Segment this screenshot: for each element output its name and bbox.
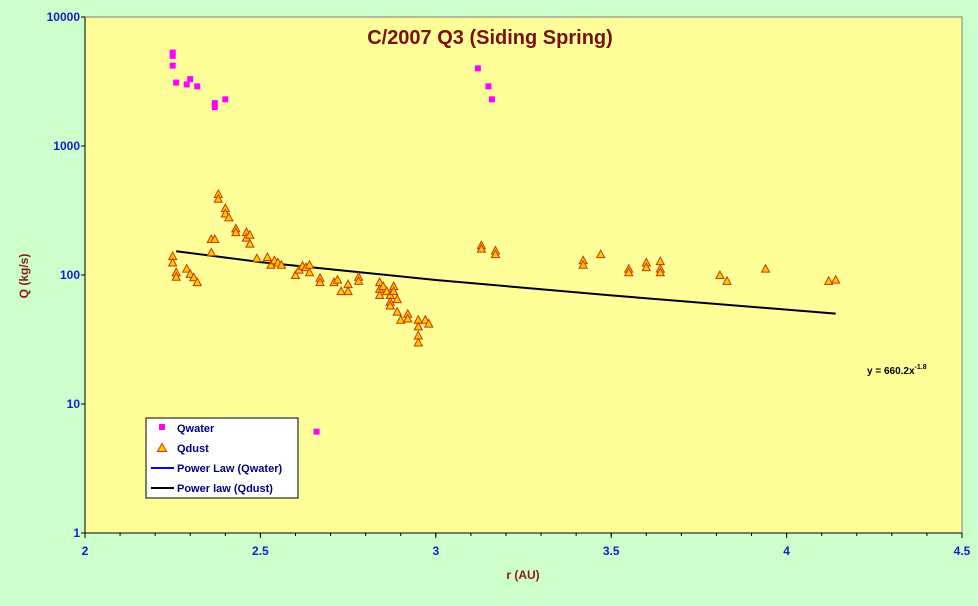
qdust-point [223, 212, 234, 222]
qdust-point [290, 269, 301, 279]
qdust-point [181, 263, 192, 273]
qwater-point [169, 52, 176, 59]
y-axis-label: Q (kg/s) [17, 254, 31, 299]
legend-marker-qwater [159, 424, 165, 430]
legend-label-qdust: Qdust [177, 443, 209, 455]
x-tick-label: 4.5 [954, 544, 971, 558]
qdust-points [167, 188, 841, 347]
qdust-point [336, 286, 346, 296]
y-tick-label: 10000 [47, 10, 81, 24]
qdust-point [213, 193, 224, 203]
chart-title: C/2007 Q3 (Siding Spring) [367, 27, 613, 49]
powerlaw-dust-line [176, 250, 836, 315]
x-tick-label: 4 [783, 544, 790, 558]
qdust-point [381, 286, 392, 296]
qdust-point [171, 271, 182, 281]
x-tick-label: 3.5 [603, 544, 620, 558]
x-tick-label: 2 [82, 544, 89, 558]
qdust-point [595, 249, 606, 259]
qwater-point [485, 83, 492, 90]
qdust-point [476, 243, 487, 253]
qdust-point [304, 267, 315, 277]
qwater-point [488, 96, 495, 103]
qdust-point [374, 289, 385, 299]
qdust-point [231, 227, 241, 237]
qdust-point [188, 272, 199, 282]
legend: Qwater Qdust Power Law (Qwater) Power la… [145, 417, 299, 499]
qdust-point [823, 275, 834, 285]
qdust-point [332, 274, 343, 284]
qdust-point [245, 229, 255, 239]
qdust-point [490, 249, 501, 259]
qdust-point [266, 259, 276, 269]
legend-box [145, 417, 299, 499]
qdust-point [353, 275, 364, 285]
qdust-point [423, 318, 434, 328]
qwater-point [222, 96, 229, 103]
qwater-point [169, 62, 176, 69]
x-axis: 2 2.5 3 3.5 4 4.5 [82, 532, 971, 558]
qdust-point [315, 277, 325, 287]
qdust-point [206, 247, 217, 257]
trendline-equation: y = 660.2x-1.8 [867, 364, 927, 377]
qwater-point [183, 81, 190, 88]
qdust-point [413, 321, 424, 331]
legend-marker-qdust [156, 442, 168, 452]
qdust-point [830, 274, 841, 284]
qdust-point [385, 300, 396, 310]
qwater-point [194, 83, 201, 90]
legend-label-powerlaw-dust: Power law (Qdust) [177, 483, 273, 495]
y-tick-label: 10 [67, 397, 81, 411]
legend-label-powerlaw-water: Power Law (Qwater) [177, 463, 282, 475]
qdust-point [413, 337, 424, 347]
qwater-point [169, 49, 176, 56]
y-tick-label: 100 [60, 268, 80, 282]
qwater-point [313, 428, 320, 435]
qwater-point [173, 79, 180, 86]
qdust-point [192, 277, 203, 287]
qdust-point [343, 286, 353, 296]
qdust-point [760, 263, 771, 273]
qdust-point [262, 251, 273, 261]
qdust-point [395, 314, 406, 324]
y-tick-label: 1 [73, 526, 80, 540]
qdust-point [245, 238, 255, 248]
qdust-point [378, 281, 389, 291]
legend-label-qwater: Qwater [177, 423, 215, 435]
qdust-point [304, 259, 315, 269]
y-tick-label: 1000 [53, 139, 80, 153]
x-tick-label: 3 [432, 544, 439, 558]
qwater-point [211, 100, 218, 107]
qdust-point [623, 267, 634, 277]
qdust-point [722, 275, 732, 285]
qwater-points [169, 49, 495, 435]
qdust-point [402, 313, 413, 323]
qwater-point [474, 65, 481, 72]
x-axis-label: r (AU) [506, 568, 539, 582]
qdust-point [252, 253, 262, 263]
qdust-point [220, 208, 231, 218]
qwater-point [187, 76, 194, 83]
trend-lines [176, 250, 836, 315]
equation-prefix: y = 660.2x [867, 366, 915, 377]
qdust-point [420, 314, 431, 324]
qdust-point [209, 233, 220, 244]
qdust-point [392, 294, 403, 304]
qdust-point [167, 257, 178, 267]
qdust-point [578, 259, 588, 269]
qdust-point [392, 306, 403, 316]
x-tick-label: 2.5 [252, 544, 269, 558]
qdust-point [655, 267, 666, 277]
qwater-point [211, 104, 218, 111]
y-axis: 1 10 100 1000 10000 [47, 10, 86, 540]
equation-exponent: -1.8 [915, 364, 927, 371]
qdust-point [641, 262, 652, 272]
qdust-point [388, 286, 399, 296]
qdust-point [715, 269, 725, 279]
qdust-point [276, 259, 287, 269]
